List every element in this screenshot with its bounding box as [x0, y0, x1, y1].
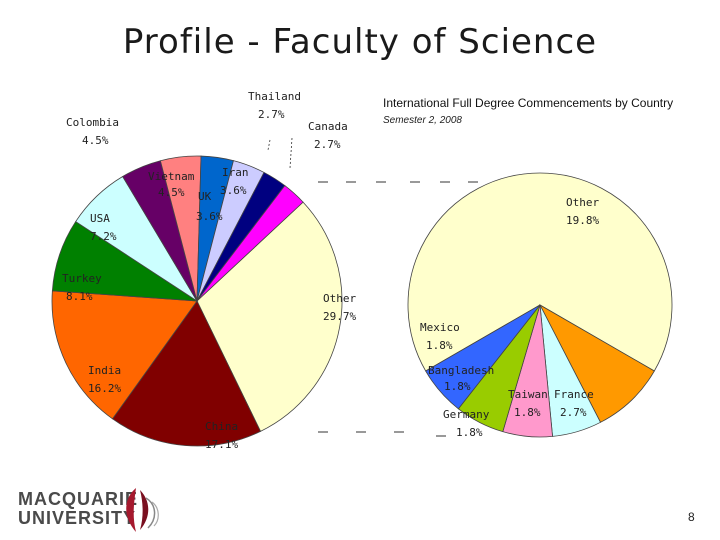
other-value-mexico: 1.8%: [426, 339, 453, 352]
main-value-thailand: 2.7%: [258, 108, 285, 121]
main-value-turkey: 8.1%: [66, 290, 93, 303]
pie-charts: Other 29.7% China 17.1% India 16.2% Turkey 8.1%…: [51, 90, 673, 451]
main-label-turkey: Turkey: [62, 272, 102, 285]
main-pie-chart: [51, 155, 343, 447]
main-label-china: China: [205, 420, 238, 433]
slide-title: Profile - Faculty of Science: [122, 22, 598, 62]
main-slice-india: [51, 290, 198, 420]
other-value-bangladesh: 1.8%: [444, 380, 471, 393]
main-label-canada: Canada: [308, 120, 348, 133]
main-label-usa: USA: [90, 212, 110, 225]
university-crest-icon: [126, 488, 159, 532]
logo-line-1: MACQUARIE: [18, 489, 138, 509]
main-slice-canada: [196, 185, 304, 302]
other-label-germany: Germany: [443, 408, 490, 421]
main-label-vietnam: Vietnam: [148, 170, 195, 183]
main-label-uk: UK: [198, 190, 212, 203]
main-slice-china: [111, 300, 262, 447]
main-value-other: 29.7%: [323, 310, 356, 323]
chart-title: International Full Degree Commencements …: [383, 96, 673, 110]
other-label-bangladesh: Bangladesh: [428, 364, 494, 377]
main-value-usa: 7.2%: [90, 230, 117, 243]
page-number: 8: [688, 510, 695, 524]
other-value-france: 2.7%: [560, 406, 587, 419]
other-label-mexico: Mexico: [420, 321, 460, 334]
connector-lines: [267, 137, 478, 437]
main-label-colombia: Colombia: [66, 116, 119, 129]
other-label-taiwan: Taiwan: [508, 388, 548, 401]
other-slice-mexico: [425, 304, 541, 410]
main-value-vietnam: 4.5%: [158, 186, 185, 199]
chart-subtitle: Semester 2, 2008: [383, 115, 462, 126]
other-slice-other: [407, 172, 673, 372]
other-value-other: 19.8%: [566, 214, 599, 227]
other-label-other: Other: [566, 196, 599, 209]
other-label-france: France: [554, 388, 594, 401]
other-breakdown-pie-chart: [407, 172, 673, 438]
main-value-china: 17.1%: [205, 438, 238, 451]
main-label-iran: Iran: [222, 166, 249, 179]
main-label-india: India: [88, 364, 121, 377]
pie-labels: Other 29.7% China 17.1% India 16.2% Turkey 8.1%…: [62, 90, 599, 451]
leader-canada: [289, 137, 293, 169]
logo-line-2: UNIVERSITY: [18, 508, 137, 528]
main-value-canada: 2.7%: [314, 138, 341, 151]
main-value-iran: 3.6%: [220, 184, 247, 197]
university-logo-text: MACQUARIE UNIVERSITY: [18, 490, 138, 528]
main-label-thailand: Thailand: [248, 90, 301, 103]
main-value-india: 16.2%: [88, 382, 121, 395]
main-value-colombia: 4.5%: [82, 134, 109, 147]
other-value-taiwan: 1.8%: [514, 406, 541, 419]
main-value-uk: 3.6%: [196, 210, 223, 223]
main-label-other: Other: [323, 292, 356, 305]
other-value-germany: 1.8%: [456, 426, 483, 439]
main-slice-other: [196, 201, 343, 432]
leader-thailand: [267, 139, 271, 151]
